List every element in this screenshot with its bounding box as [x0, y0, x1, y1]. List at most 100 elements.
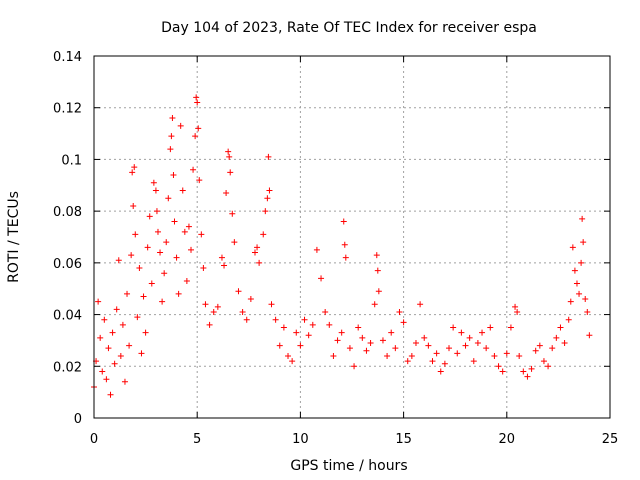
data-point [346, 345, 353, 352]
data-point [474, 340, 481, 347]
data-point [396, 308, 403, 315]
data-point [466, 334, 473, 341]
data-point [225, 148, 232, 155]
data-point [412, 340, 419, 347]
data-point [338, 329, 345, 336]
data-point [433, 350, 440, 357]
data-point [206, 321, 213, 328]
data-point [168, 133, 175, 140]
data-point [375, 288, 382, 295]
data-point [148, 280, 155, 287]
data-point [421, 334, 428, 341]
data-point [536, 342, 543, 349]
data-point [495, 363, 502, 370]
data-point [363, 347, 370, 354]
data-point [262, 208, 269, 215]
data-point [134, 314, 141, 321]
data-point [111, 360, 118, 367]
data-point [373, 252, 380, 259]
data-point [371, 301, 378, 308]
x-axis-title: GPS time / hours [290, 458, 407, 474]
data-point [235, 288, 242, 295]
data-point [305, 332, 312, 339]
data-point [188, 246, 195, 253]
x-tick-label: 25 [602, 432, 619, 447]
data-point [578, 259, 585, 266]
data-point [392, 345, 399, 352]
data-point [136, 265, 143, 272]
data-point [379, 337, 386, 344]
y-tick-label: 0.04 [53, 309, 82, 324]
data-point [179, 187, 186, 194]
data-point [265, 153, 272, 160]
plot-frame [93, 55, 611, 419]
data-point [117, 352, 124, 359]
data-point [569, 244, 576, 251]
data-point [293, 329, 300, 336]
data-point [318, 275, 325, 282]
data-point [388, 329, 395, 336]
data-point [545, 363, 552, 370]
x-tick-label: 15 [395, 432, 412, 447]
data-point [441, 360, 448, 367]
y-tick-label: 0.12 [53, 102, 82, 117]
data-point [322, 308, 329, 315]
data-point [183, 277, 190, 284]
data-point [95, 298, 102, 305]
axis-ticks: 0 5 10 15 20 25 0 0.02 0.04 0.06 0.08 0.1 0.12 0.14 [53, 50, 618, 447]
data-point [175, 290, 182, 297]
data-point [210, 308, 217, 315]
data-point [239, 308, 246, 315]
data-point [221, 262, 228, 269]
data-points [91, 94, 593, 398]
data-point [571, 267, 578, 274]
data-point [227, 169, 234, 176]
data-point [586, 332, 593, 339]
x-tick-label: 10 [292, 432, 309, 447]
data-point [342, 254, 349, 261]
data-point [503, 350, 510, 357]
data-point [113, 306, 120, 313]
y-tick-label: 0.06 [53, 257, 82, 272]
data-point [340, 218, 347, 225]
data-point [565, 316, 572, 323]
data-point [130, 202, 137, 209]
data-point [404, 358, 411, 365]
data-point [289, 358, 296, 365]
data-point [152, 187, 159, 194]
data-point [192, 133, 199, 140]
data-point [101, 316, 108, 323]
data-point [429, 358, 436, 365]
data-point [561, 340, 568, 347]
data-point [126, 342, 133, 349]
data-point [266, 187, 273, 194]
data-point [450, 324, 457, 331]
data-point [229, 210, 236, 217]
data-point [169, 115, 176, 122]
data-point [103, 376, 110, 383]
data-point [309, 321, 316, 328]
data-point [276, 342, 283, 349]
data-point [330, 352, 337, 359]
data-point [128, 252, 135, 259]
data-point [367, 340, 374, 347]
data-point [268, 301, 275, 308]
data-point [167, 146, 174, 153]
data-point [121, 378, 128, 385]
data-point [514, 308, 521, 315]
data-point [157, 249, 164, 256]
data-point [425, 342, 432, 349]
data-point [516, 352, 523, 359]
data-point [334, 337, 341, 344]
data-point [487, 324, 494, 331]
data-point [470, 358, 477, 365]
y-tick-label: 0.1 [61, 153, 82, 168]
data-point [458, 329, 465, 336]
data-point [214, 303, 221, 310]
data-point [499, 368, 506, 375]
data-point [173, 254, 180, 261]
data-point [580, 239, 587, 246]
data-point [557, 324, 564, 331]
data-point [285, 352, 292, 359]
